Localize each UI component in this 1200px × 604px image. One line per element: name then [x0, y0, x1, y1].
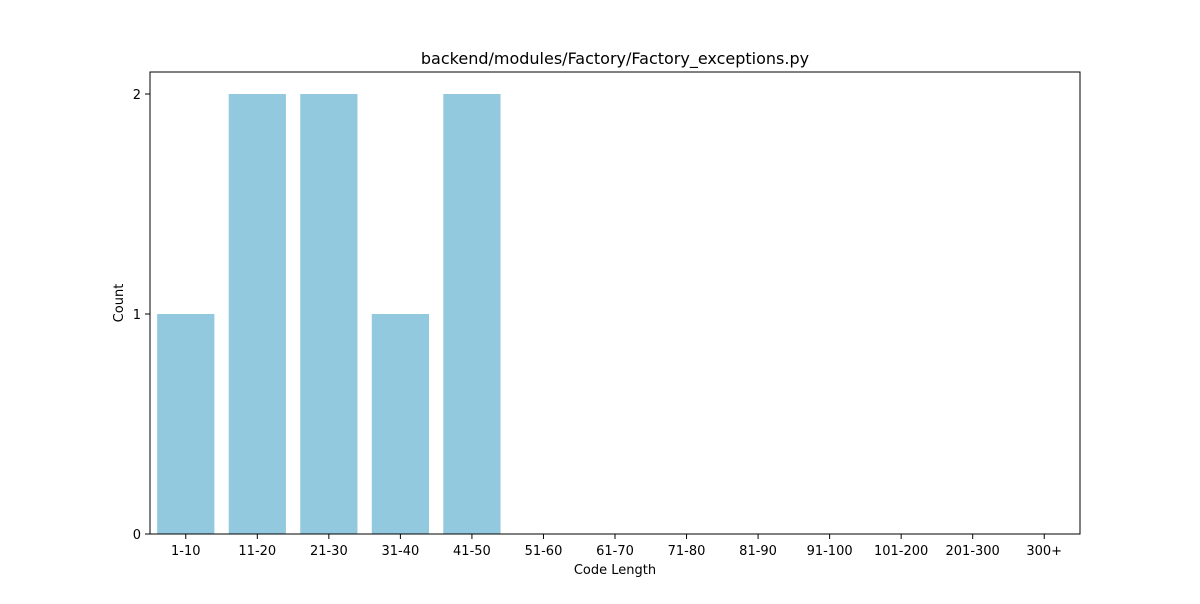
y-axis-label: Count [112, 284, 127, 323]
x-axis: 1-10 11-20 21-30 31-40 41-50 51-60 61-70 71-80 8… [171, 534, 1062, 559]
plot-area-frame [149, 71, 1081, 535]
x-tick-label: 51-60 [525, 544, 563, 559]
x-tick-label: 31-40 [381, 544, 419, 559]
x-tick-label: 21-30 [310, 544, 348, 559]
y-axis: 0 1 2 [133, 88, 150, 543]
x-tick-label: 41-50 [453, 544, 491, 559]
y-tick-label: 0 [133, 528, 141, 543]
x-tick-label: 81-90 [739, 544, 777, 559]
x-tick-label: 91-100 [807, 544, 853, 559]
x-tick-label: 201-300 [946, 544, 1000, 559]
bar-1-10 [157, 314, 215, 534]
bar-41-50 [443, 94, 501, 534]
y-tick-label: 1 [133, 308, 141, 323]
bars-layer [157, 94, 501, 534]
x-tick-label: 1-10 [171, 544, 201, 559]
x-tick-label: 11-20 [238, 544, 276, 559]
y-tick-label: 2 [133, 88, 141, 103]
bar-31-40 [371, 314, 429, 534]
bar-11-20 [228, 94, 286, 534]
x-axis-label: Code Length [574, 563, 656, 578]
chart-title: backend/modules/Factory/Factory_exceptio… [421, 49, 809, 69]
bar-21-30 [300, 94, 358, 534]
x-tick-label: 61-70 [596, 544, 634, 559]
x-tick-label: 300+ [1026, 544, 1062, 559]
x-tick-label: 101-200 [874, 544, 928, 559]
x-tick-label: 71-80 [668, 544, 706, 559]
